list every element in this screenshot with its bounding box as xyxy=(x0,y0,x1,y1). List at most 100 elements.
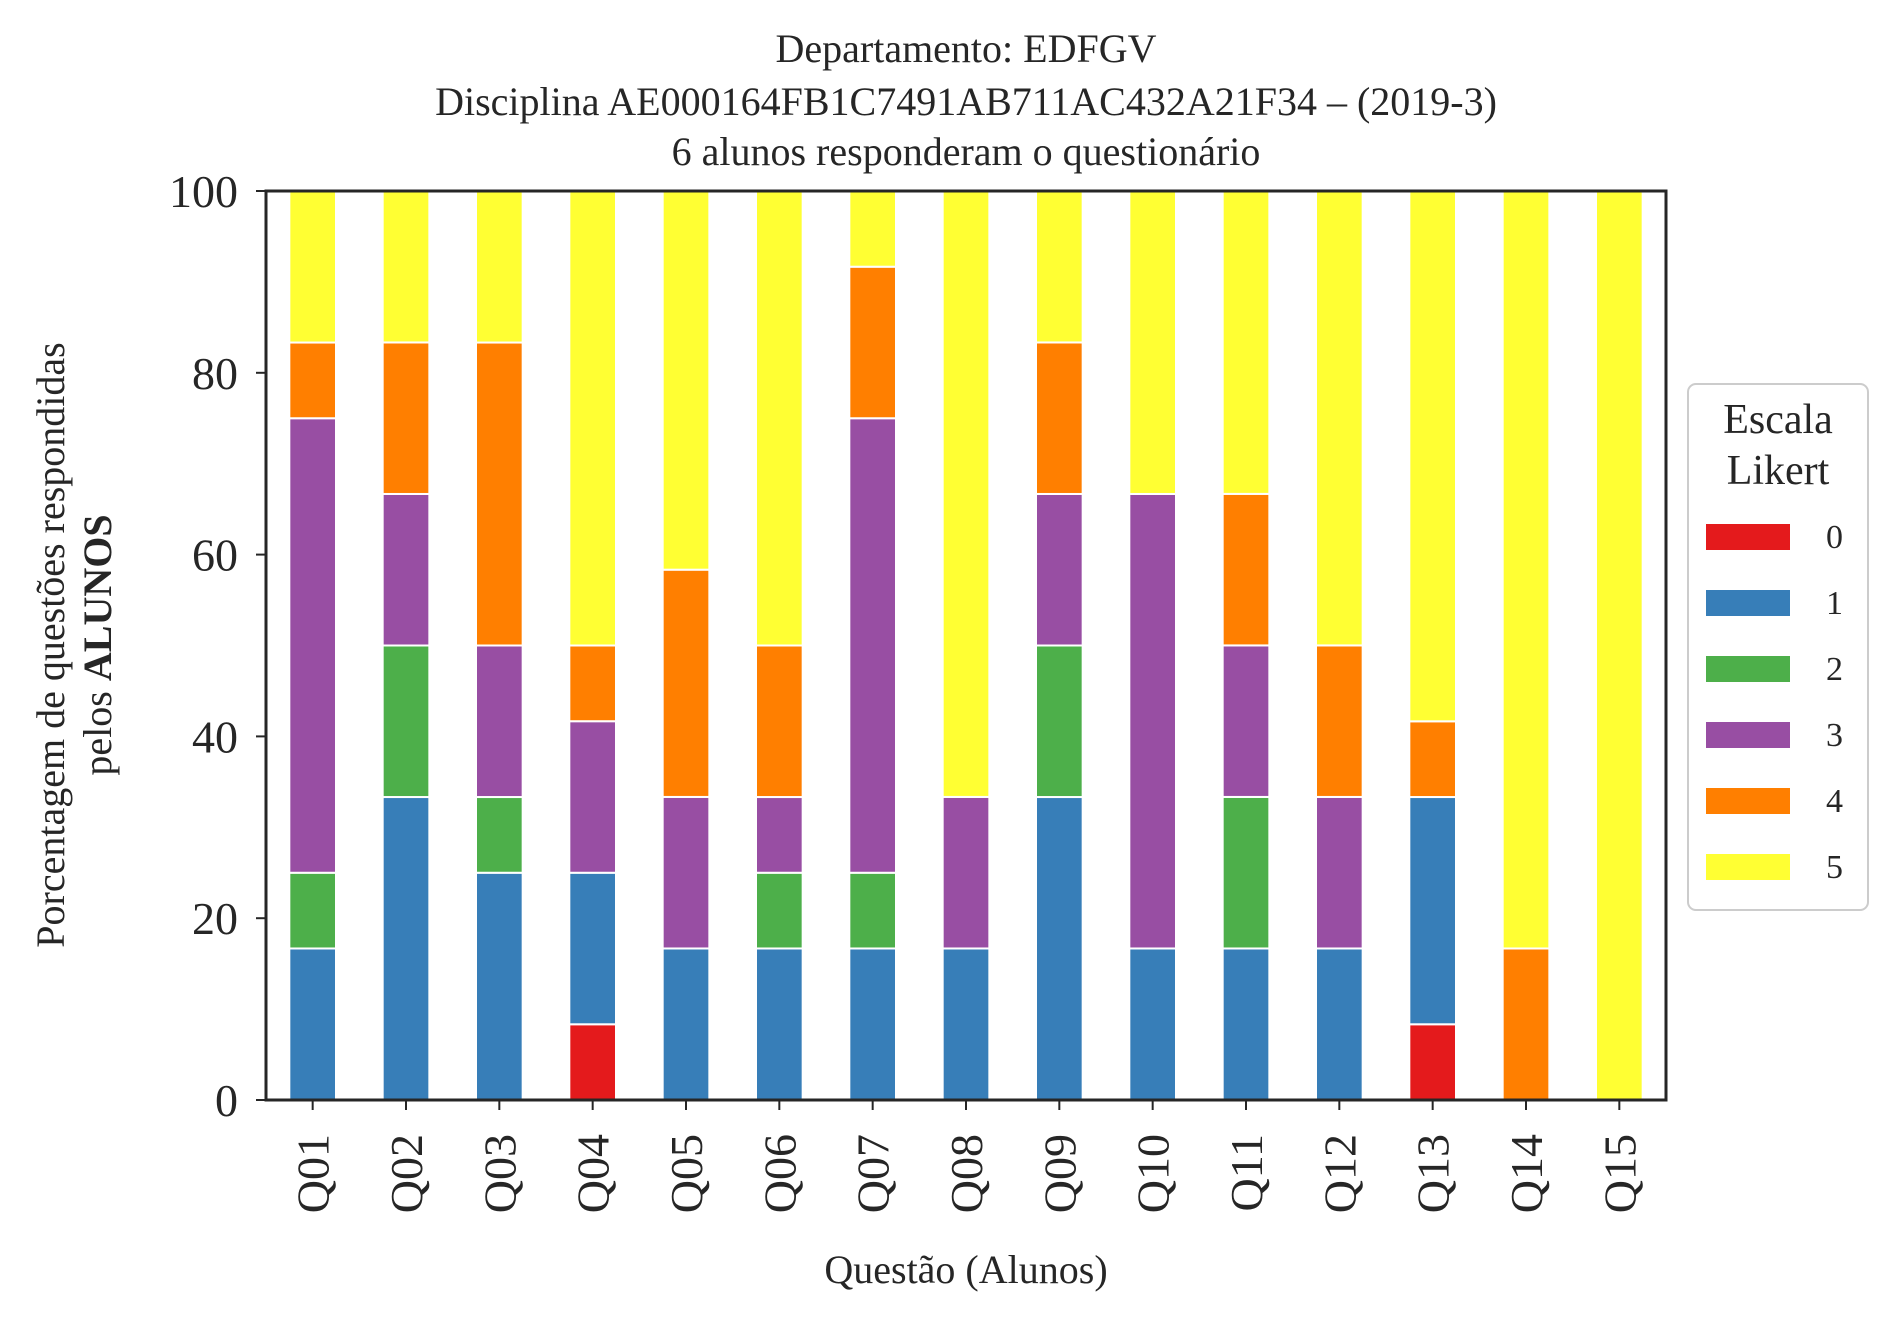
y-axis-label: Porcentagem de questões respondidas pelo… xyxy=(28,342,120,947)
bar-q04-likert-3 xyxy=(568,720,618,874)
bar-q10-likert-3 xyxy=(1128,492,1177,950)
bar-q12-likert-1 xyxy=(1315,947,1364,1101)
legend-label-3: 3 xyxy=(1826,717,1843,754)
bar-q04-likert-0 xyxy=(568,1023,618,1102)
bar-q06-likert-3 xyxy=(755,796,804,874)
bar-q01-likert-1 xyxy=(288,947,337,1101)
bar-q02-likert-1 xyxy=(381,796,431,1102)
y-axis-label-bold: ALUNOS xyxy=(75,514,120,681)
bar-q02-likert-5 xyxy=(381,189,431,344)
x-tick-label: Q02 xyxy=(381,1134,432,1213)
y-tick-label: 20 xyxy=(192,893,238,944)
legend-label-0: 0 xyxy=(1826,519,1843,556)
bar-q03-likert-2 xyxy=(475,796,524,874)
bar-q11-likert-5 xyxy=(1221,189,1271,495)
bar-q14-likert-5 xyxy=(1501,190,1551,950)
bar-q09-likert-1 xyxy=(1035,796,1084,1102)
bar-q05-likert-1 xyxy=(661,947,711,1101)
x-tick-label: Q09 xyxy=(1034,1134,1085,1213)
bar-q13-likert-1 xyxy=(1408,796,1457,1026)
bar-q09-likert-2 xyxy=(1035,644,1084,799)
bars-layer xyxy=(288,189,1644,1102)
bar-q07-likert-3 xyxy=(848,417,898,874)
y-tick-label: 40 xyxy=(192,711,238,762)
x-axis-label: Questão (Alunos) xyxy=(824,1247,1107,1292)
bar-q10-likert-1 xyxy=(1128,947,1177,1101)
bar-q06-likert-2 xyxy=(755,871,804,950)
y-axis-label-line-2: pelos ALUNOS xyxy=(75,514,120,775)
bar-q02-likert-4 xyxy=(381,341,431,495)
bar-q14-likert-4 xyxy=(1501,947,1551,1101)
y-tick-label: 60 xyxy=(192,530,238,581)
bar-q05-likert-3 xyxy=(661,795,711,950)
bar-q11-likert-3 xyxy=(1221,644,1271,798)
bar-q07-likert-5 xyxy=(848,190,898,268)
x-tick-label: Q10 xyxy=(1128,1134,1179,1213)
bar-q13-likert-4 xyxy=(1408,720,1457,799)
x-tick-label: Q03 xyxy=(474,1134,525,1213)
legend-swatch-1 xyxy=(1706,590,1790,616)
bar-q04-likert-4 xyxy=(568,644,618,723)
legend-swatch-0 xyxy=(1706,524,1790,550)
legend-swatch-5 xyxy=(1706,854,1790,880)
bar-q03-likert-1 xyxy=(475,871,524,1101)
bar-q06-likert-1 xyxy=(755,947,804,1101)
legend-swatch-4 xyxy=(1706,788,1790,814)
bar-q01-likert-4 xyxy=(288,341,337,420)
title-line-1: Departamento: EDFGV xyxy=(775,26,1156,71)
x-tick-label: Q05 xyxy=(661,1134,712,1213)
legend-swatch-3 xyxy=(1706,722,1790,748)
title-line-3: 6 alunos responderam o questionário xyxy=(672,129,1261,174)
x-tick-label: Q12 xyxy=(1314,1134,1365,1213)
bar-q05-likert-5 xyxy=(661,189,711,571)
legend-title-line-2: Likert xyxy=(1727,448,1830,494)
x-tick-label: Q11 xyxy=(1221,1134,1272,1212)
chart-title: Departamento: EDFGV Disciplina AE000164F… xyxy=(435,26,1497,174)
x-tick-label: Q08 xyxy=(941,1134,992,1213)
bar-q06-likert-4 xyxy=(755,644,804,799)
x-tick-label: Q01 xyxy=(288,1134,339,1213)
y-axis-ticks: 0 20 40 60 80 100 xyxy=(169,166,266,1126)
bar-q02-likert-2 xyxy=(381,644,431,799)
bar-q13-likert-0 xyxy=(1408,1023,1457,1102)
bar-q11-likert-2 xyxy=(1221,795,1271,950)
bar-q10-likert-5 xyxy=(1128,190,1177,495)
bar-q02-likert-3 xyxy=(381,492,431,647)
y-axis-label-prefix: pelos xyxy=(75,681,120,775)
legend-label-1: 1 xyxy=(1826,585,1843,622)
bar-q11-likert-1 xyxy=(1221,947,1271,1101)
x-tick-label: Q07 xyxy=(848,1134,899,1213)
x-tick-label: Q06 xyxy=(754,1134,805,1213)
bar-q01-likert-5 xyxy=(288,190,337,344)
bar-q12-likert-4 xyxy=(1315,644,1364,798)
title-line-2: Disciplina AE000164FB1C7491AB711AC432A21… xyxy=(435,79,1497,124)
y-axis-label-line-1: Porcentagem de questões respondidas xyxy=(28,342,73,947)
bar-q11-likert-4 xyxy=(1221,492,1271,647)
bar-q09-likert-5 xyxy=(1035,189,1084,344)
legend-label-4: 4 xyxy=(1826,783,1843,820)
bar-q03-likert-3 xyxy=(475,644,524,799)
bar-q07-likert-2 xyxy=(848,871,898,950)
bar-q12-likert-3 xyxy=(1315,795,1364,950)
bar-q12-likert-5 xyxy=(1315,189,1364,647)
legend-label-2: 2 xyxy=(1826,651,1843,688)
legend-title-line-1: Escala xyxy=(1723,397,1833,443)
bar-q05-likert-4 xyxy=(661,568,711,798)
bar-q08-likert-3 xyxy=(941,795,991,950)
y-tick-label: 100 xyxy=(169,166,238,217)
bar-q01-likert-3 xyxy=(288,417,337,874)
bar-q01-likert-2 xyxy=(288,871,337,950)
bar-q09-likert-3 xyxy=(1035,492,1084,647)
legend-frame xyxy=(1687,383,1869,911)
bar-q13-likert-5 xyxy=(1408,190,1457,723)
x-tick-label: Q13 xyxy=(1408,1134,1459,1213)
x-tick-label: Q14 xyxy=(1501,1134,1552,1213)
x-tick-label: Q15 xyxy=(1594,1134,1645,1213)
legend: Escala Likert 0 1 2 3 4 5 xyxy=(1687,383,1869,911)
bar-q04-likert-1 xyxy=(568,871,618,1026)
bar-q03-likert-5 xyxy=(475,190,524,344)
bar-q07-likert-4 xyxy=(848,265,898,420)
bar-q04-likert-5 xyxy=(568,190,618,647)
y-tick-label: 80 xyxy=(192,348,238,399)
